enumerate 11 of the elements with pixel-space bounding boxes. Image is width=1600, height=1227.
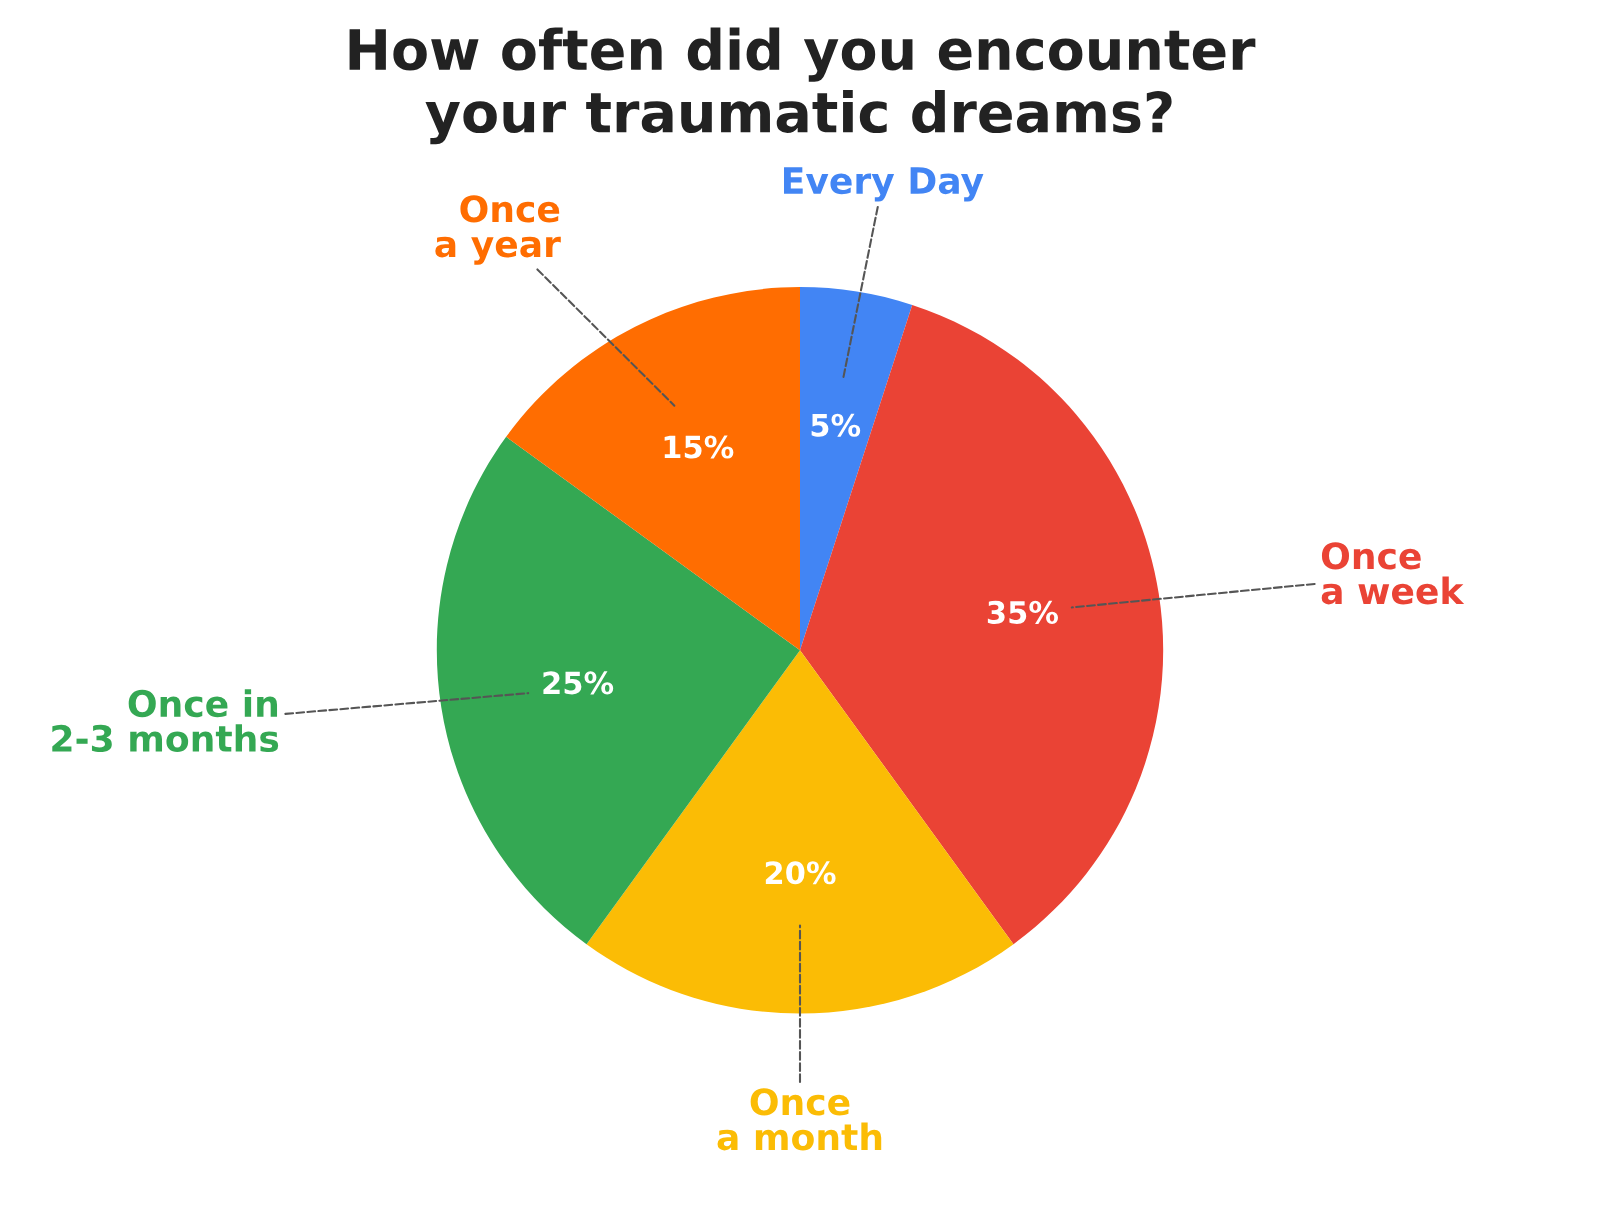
data-label: 25%	[543, 671, 614, 695]
data-label: 35%	[987, 600, 1058, 624]
data-label: 20%	[765, 861, 836, 885]
slice-label: Once a year	[435, 195, 561, 265]
slice-label: Every Day	[784, 167, 984, 202]
data-label: 5%	[811, 413, 861, 437]
slice-label: Once a month	[717, 1088, 882, 1151]
slice-label: Once in 2-3 months	[52, 689, 279, 753]
slice-label: Once a week	[1321, 542, 1465, 605]
chart-title: How often did you encounter your traumatic dreams?	[349, 27, 1256, 145]
data-label: 15%	[664, 435, 734, 459]
